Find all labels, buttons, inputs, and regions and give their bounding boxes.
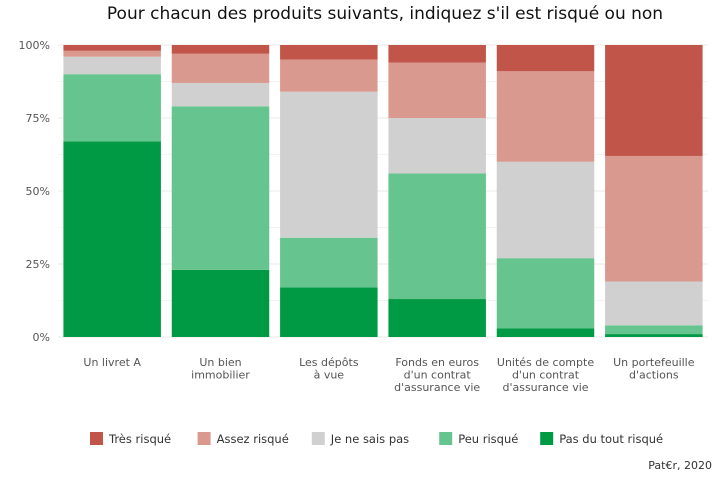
bar-segment <box>388 45 486 63</box>
legend-label: Pas du tout risqué <box>559 432 663 446</box>
bar-segment <box>280 287 378 337</box>
legend-swatch <box>439 432 453 445</box>
bar-segment <box>605 155 703 282</box>
x-category-label-line: d'assurance vie <box>394 381 480 394</box>
legend-swatch <box>90 432 103 445</box>
legend-label: Assez risqué <box>217 432 289 446</box>
x-category-label-line: Les dépôts <box>299 356 359 369</box>
bar-segment <box>388 118 486 174</box>
bar-segment <box>496 258 595 329</box>
x-category-label: Un livret A <box>83 356 141 369</box>
x-category-label-line: d'un contrat <box>404 369 472 382</box>
bar-segment <box>280 45 378 60</box>
x-category-label-line: Unités de compte <box>497 356 594 369</box>
bar-segment <box>63 50 161 57</box>
legend: Très risqué Assez risqué Je ne sais pas Peu… <box>90 432 663 446</box>
x-axis: Un livret A Un bien immobilier Les dépôts à … <box>83 356 694 394</box>
y-tick-label: 100% <box>19 39 50 52</box>
x-category-label-line: d'assurance vie <box>502 381 588 394</box>
bar-segment <box>63 45 161 51</box>
bar-segment <box>496 328 595 337</box>
bar-segment <box>496 45 595 72</box>
bar-segment <box>171 45 270 54</box>
legend-swatch <box>540 432 554 445</box>
bar-segment <box>388 62 486 118</box>
bar-segment <box>496 161 595 259</box>
y-tick-label: 75% <box>26 112 50 125</box>
x-category-label: Un portefeuille d'actions <box>613 356 695 382</box>
legend-swatch <box>197 432 211 445</box>
bar-segment <box>171 82 270 107</box>
x-category-label: Unités de compte d'un contrat d'assurance … <box>497 356 594 394</box>
bar-segment <box>63 141 161 337</box>
legend-label: Je ne sais pas <box>330 432 409 446</box>
bar-segment <box>280 91 378 238</box>
x-category-label: Un bien immobilier <box>191 356 250 382</box>
x-category-label: Fonds en euros d'un contrat d'assurance vi… <box>394 356 480 394</box>
bar-segment <box>280 59 378 92</box>
bar-segment <box>280 237 378 288</box>
legend-swatch <box>311 432 325 445</box>
chart-caption: Pat€r, 2020 <box>648 459 712 472</box>
legend-label: Peu risqué <box>458 432 518 446</box>
bar-segment <box>63 56 161 75</box>
bar-segment <box>63 74 161 142</box>
bar-segment <box>605 45 703 156</box>
bar-segment <box>388 299 486 337</box>
x-category-label-line: Un portefeuille <box>613 356 695 369</box>
bar-segment <box>605 334 703 337</box>
x-category-label: Les dépôts à vue <box>299 356 359 382</box>
x-category-label-line: d'actions <box>629 369 679 382</box>
bar-segment <box>605 281 703 326</box>
x-category-label-line: Un bien <box>199 356 241 369</box>
y-tick-label: 0% <box>33 331 50 344</box>
bar-segment <box>171 106 270 270</box>
chart-title: Pour chacun des produits suivants, indiq… <box>107 4 663 24</box>
x-category-label-line: immobilier <box>191 369 250 382</box>
x-category-label-line: Fonds en euros <box>395 356 479 369</box>
x-category-label-line: à vue <box>314 369 345 382</box>
bars <box>63 45 703 337</box>
x-category-label-line: Un livret A <box>83 356 141 369</box>
y-axis: 0% 25% 50% 75% 100% <box>19 39 50 344</box>
y-tick-label: 25% <box>26 258 50 271</box>
bar-segment <box>171 53 270 83</box>
legend-label: Très risqué <box>108 432 171 446</box>
bar-segment <box>605 325 703 335</box>
bar-segment <box>388 173 486 300</box>
gridlines <box>58 44 708 338</box>
bar-segment <box>171 269 270 337</box>
y-tick-label: 50% <box>26 185 50 198</box>
bar-segment <box>496 71 595 162</box>
x-category-label-line: d'un contrat <box>512 369 580 382</box>
